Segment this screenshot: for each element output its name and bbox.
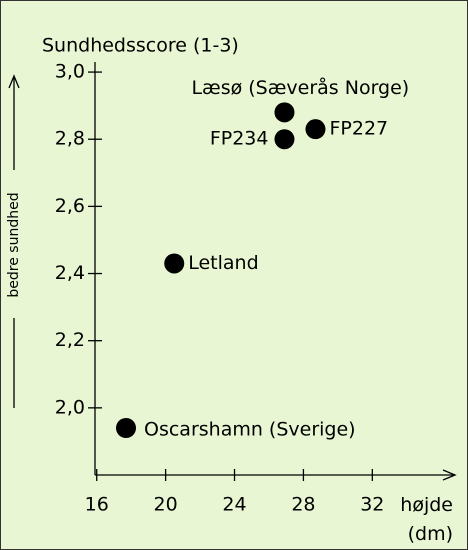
x-tick-label: 24 bbox=[222, 494, 246, 516]
x-axis-arrow bbox=[442, 469, 457, 481]
x-axis-title: højde (dm) bbox=[400, 494, 453, 545]
point bbox=[164, 253, 185, 274]
y-side-label: bedre sundhed bbox=[6, 192, 22, 297]
y-tick-label: 2,6 bbox=[55, 195, 85, 217]
point bbox=[305, 119, 326, 140]
point-label: FP234 bbox=[210, 128, 269, 150]
point-label: Læsø (Sæverås Norge) bbox=[191, 76, 409, 99]
point bbox=[274, 129, 295, 150]
x-axis-title-line: højde bbox=[400, 494, 453, 516]
point-label: Oscarshamn (Sverige) bbox=[144, 418, 356, 440]
y-axis-title: Sundhedsscore (1-3) bbox=[42, 35, 239, 57]
y-tick-label: 3,0 bbox=[55, 61, 85, 83]
x-tick-label: 32 bbox=[360, 494, 384, 516]
x-axis-title-line: (dm) bbox=[408, 523, 453, 545]
point bbox=[274, 102, 295, 123]
y-tick-label: 2,8 bbox=[55, 128, 85, 150]
x-tick-label: 16 bbox=[85, 494, 109, 516]
x-tick-label: 20 bbox=[154, 494, 178, 516]
point-label: FP227 bbox=[329, 118, 388, 140]
point bbox=[116, 417, 137, 438]
point-label: Letland bbox=[188, 252, 258, 274]
side-arrow-head bbox=[8, 74, 20, 89]
x-tick-label: 28 bbox=[291, 494, 315, 516]
y-tick-label: 2,4 bbox=[55, 262, 85, 284]
y-tick-label: 2,0 bbox=[55, 396, 85, 418]
y-tick-label: 2,2 bbox=[55, 329, 85, 351]
